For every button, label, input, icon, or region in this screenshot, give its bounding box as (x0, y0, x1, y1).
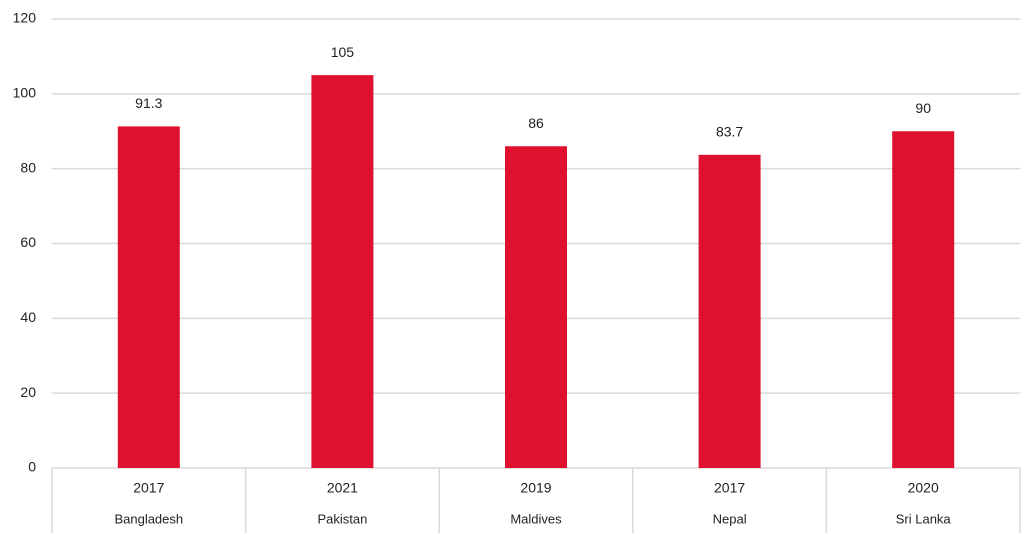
y-tick-label: 120 (13, 10, 37, 26)
data-label: 105 (331, 44, 355, 60)
x-tick-label: Pakistan (317, 511, 367, 526)
bar (892, 131, 955, 468)
x-tick-label: Nepal (713, 511, 747, 526)
data-label: 90 (915, 100, 931, 116)
y-tick-label: 100 (13, 85, 37, 101)
x-tick-label: 2017 (714, 480, 745, 496)
y-tick-label: 40 (20, 309, 36, 325)
y-tick-label: 60 (20, 234, 36, 250)
x-tick-label: 2019 (520, 480, 551, 496)
x-tick-label: 2017 (133, 480, 164, 496)
bar (698, 154, 761, 468)
x-tick-label: Bangladesh (114, 511, 183, 526)
y-tick-label: 20 (20, 384, 36, 400)
x-tick-label: Maldives (510, 511, 562, 526)
data-label: 83.7 (716, 124, 743, 140)
data-label: 86 (528, 115, 544, 131)
bar (505, 146, 567, 468)
bar (117, 126, 180, 468)
x-tick-label: 2021 (327, 480, 358, 496)
bar (311, 75, 374, 468)
data-label: 91.3 (135, 95, 162, 111)
y-tick-label: 0 (28, 459, 36, 475)
x-tick-label: 2020 (908, 480, 939, 496)
x-tick-label: Sri Lanka (896, 511, 952, 526)
y-tick-label: 80 (20, 159, 36, 175)
